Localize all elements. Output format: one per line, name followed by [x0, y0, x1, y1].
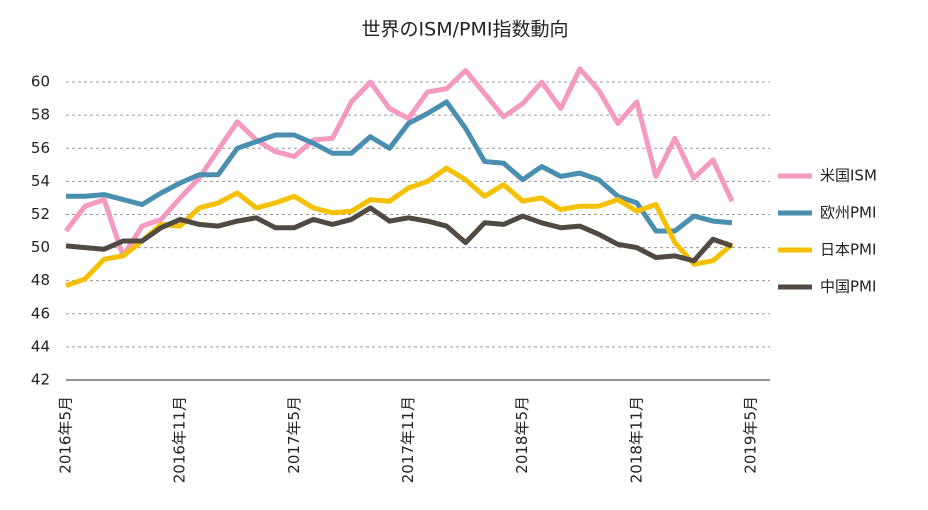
- legend-label: 中国PMI: [820, 278, 876, 296]
- x-tick-label: 2018年5月: [513, 396, 531, 474]
- series-line: [64, 66, 735, 259]
- y-tick-label: 42: [31, 371, 50, 389]
- y-tick-label: 58: [31, 106, 50, 124]
- y-tick-label: 56: [31, 139, 50, 157]
- y-tick-label: 48: [31, 271, 50, 289]
- x-tick-label: 2017年11月: [399, 396, 417, 483]
- chart-title: 世界のISM/PMI指数動向: [362, 19, 569, 41]
- x-tick-label: 2016年11月: [171, 396, 189, 483]
- legend-label: 欧州PMI: [820, 204, 876, 222]
- series-line: [66, 99, 733, 234]
- y-tick-label: 54: [31, 172, 50, 190]
- x-tick-label: 2016年5月: [57, 396, 75, 474]
- x-tick-label: 2017年5月: [285, 396, 303, 474]
- series-line: [65, 165, 734, 288]
- y-tick-label: 46: [31, 304, 50, 322]
- y-tick-label: 52: [31, 205, 50, 223]
- x-tick-label: 2019年5月: [742, 396, 760, 474]
- series-line: [65, 205, 733, 264]
- y-tick-label: 50: [31, 238, 50, 256]
- x-tick-label: 2018年11月: [627, 396, 645, 483]
- legend-label: 米国ISM: [820, 167, 877, 185]
- y-tick-label: 60: [31, 73, 50, 91]
- legend-label: 日本PMI: [820, 241, 876, 259]
- y-tick-label: 44: [31, 337, 50, 355]
